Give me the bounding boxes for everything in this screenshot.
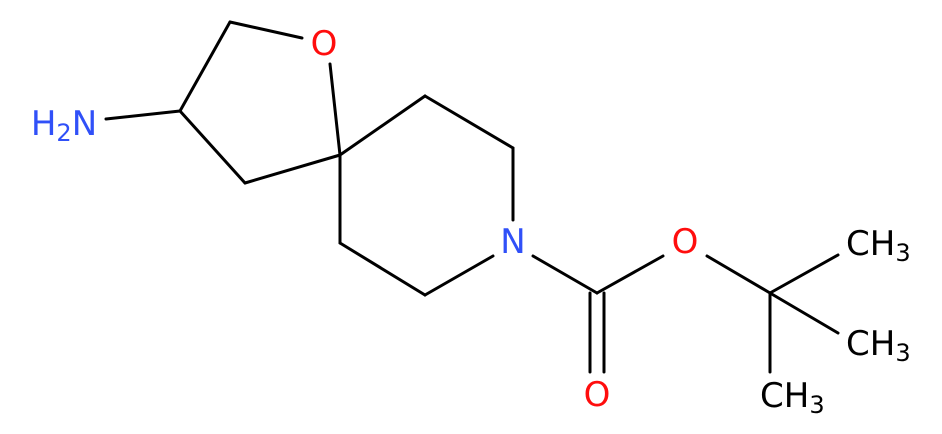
bond	[178, 109, 247, 185]
label-part: O	[584, 375, 611, 415]
bond	[104, 109, 182, 121]
atom-label: N	[500, 222, 525, 262]
label-part: 2	[56, 119, 71, 147]
atom-label: CH3	[846, 224, 911, 267]
atom-label: O	[584, 375, 611, 415]
label-part: 3	[895, 339, 910, 367]
label-part: CH	[760, 376, 809, 416]
label-part: O	[311, 24, 338, 64]
label-part: H	[31, 104, 57, 144]
atom-label: H2N	[31, 104, 97, 147]
atom-label: CH3	[760, 376, 825, 419]
bond	[595, 254, 665, 295]
label-part: N	[500, 222, 525, 262]
label-part: CH	[846, 324, 895, 364]
bond	[423, 254, 495, 297]
bond	[768, 253, 840, 295]
label-part: CH	[846, 224, 895, 264]
label-part: N	[72, 104, 97, 144]
bond	[338, 94, 427, 157]
atom-label: O	[311, 24, 338, 64]
bonds	[104, 20, 840, 374]
bond	[178, 20, 232, 113]
bond	[705, 254, 772, 295]
label-part: O	[672, 222, 699, 262]
bond	[423, 94, 515, 150]
atom-label: O	[672, 222, 699, 262]
bond	[243, 153, 342, 185]
bond	[228, 20, 304, 40]
bond	[768, 291, 840, 335]
bond	[338, 241, 427, 297]
atom-label: CH3	[846, 324, 911, 367]
bond	[328, 62, 342, 157]
bond	[531, 254, 599, 295]
label-part: 3	[809, 391, 824, 419]
label-part: 3	[895, 239, 910, 267]
